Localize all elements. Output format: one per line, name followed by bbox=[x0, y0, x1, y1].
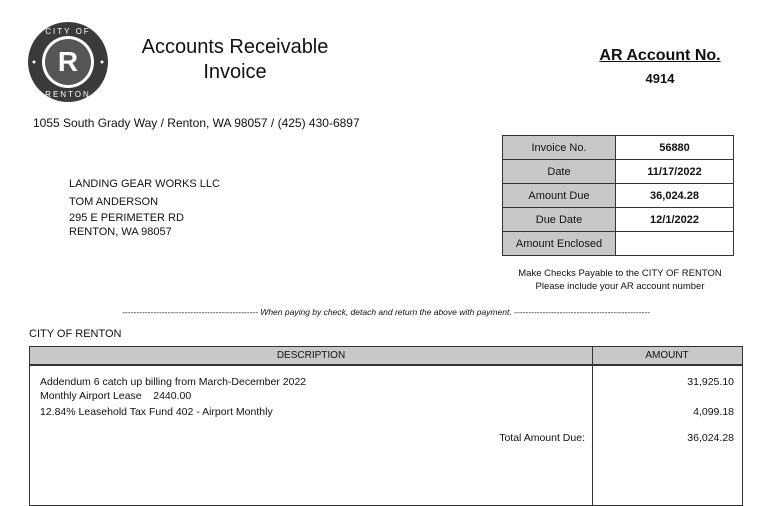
info-label: Due Date bbox=[502, 207, 616, 232]
payable-note: Make Checks Payable to the CITY OF RENTO… bbox=[518, 268, 722, 279]
total-amount: 36,024.28 bbox=[687, 432, 734, 444]
description-header: DESCRIPTION bbox=[276, 350, 346, 361]
table-header: DESCRIPTION AMOUNT bbox=[30, 347, 742, 366]
amount-due-row: Amount Due 36,024.28 bbox=[502, 183, 734, 208]
customer-name: LANDING GEAR WORKS LLC bbox=[69, 178, 220, 190]
amount-enclosed-row: Amount Enclosed bbox=[502, 231, 734, 256]
due-date: 12/1/2022 bbox=[615, 207, 734, 232]
amount-header: AMOUNT bbox=[645, 350, 689, 361]
amount-enclosed-field[interactable] bbox=[615, 231, 734, 256]
column-divider bbox=[592, 347, 593, 505]
line-item-description: Addendum 6 catch up billing from March-D… bbox=[40, 376, 307, 388]
ar-account-number: 4914 bbox=[645, 71, 675, 86]
info-label: Amount Due bbox=[502, 183, 616, 208]
invoice-date: 11/17/2022 bbox=[615, 159, 734, 184]
invoice-number: 56880 bbox=[615, 135, 734, 160]
info-label: Amount Enclosed bbox=[502, 231, 616, 256]
invoice-number-row: Invoice No. 56880 bbox=[502, 135, 734, 160]
line-items-table: DESCRIPTION AMOUNT Addendum 6 catch up b… bbox=[29, 346, 743, 506]
lower-org-name: CITY OF RENTON bbox=[29, 328, 122, 340]
ar-account-label: AR Account No. bbox=[599, 47, 721, 64]
customer-contact: TOM ANDERSON bbox=[69, 196, 159, 208]
svg-text:CITY OF: CITY OF bbox=[45, 27, 90, 36]
customer-street: 295 E PERIMETER RD bbox=[69, 212, 184, 224]
detach-line: ----------------------------------------… bbox=[122, 307, 650, 317]
svg-text:R: R bbox=[58, 46, 78, 77]
city-address: 1055 South Grady Way / Renton, WA 98057 … bbox=[33, 116, 360, 130]
info-label: Date bbox=[502, 159, 616, 184]
date-row: Date 11/17/2022 bbox=[502, 159, 734, 184]
info-label: Invoice No. bbox=[502, 135, 616, 160]
title-line-1: Accounts Receivable bbox=[141, 36, 329, 58]
line-item-subtext: Monthly Airport Lease 2440.00 bbox=[40, 390, 192, 402]
city-of-renton-logo: R CITY OF RENTON bbox=[28, 22, 108, 102]
amount-due: 36,024.28 bbox=[615, 183, 734, 208]
title-line-2: Invoice bbox=[203, 61, 267, 83]
customer-city: RENTON, WA 98057 bbox=[69, 226, 172, 238]
account-note: Please include your AR account number bbox=[535, 281, 705, 292]
due-date-row: Due Date 12/1/2022 bbox=[502, 207, 734, 232]
line-item-amount: 31,925.10 bbox=[687, 376, 734, 388]
invoice-info-table: Invoice No. 56880 Date 11/17/2022 Amount D… bbox=[502, 135, 734, 256]
line-item-amount: 4,099.18 bbox=[693, 406, 734, 418]
total-label: Total Amount Due: bbox=[499, 432, 585, 444]
svg-text:RENTON: RENTON bbox=[45, 90, 91, 99]
line-item-description: 12.84% Leasehold Tax Fund 402 - Airport … bbox=[40, 406, 273, 418]
